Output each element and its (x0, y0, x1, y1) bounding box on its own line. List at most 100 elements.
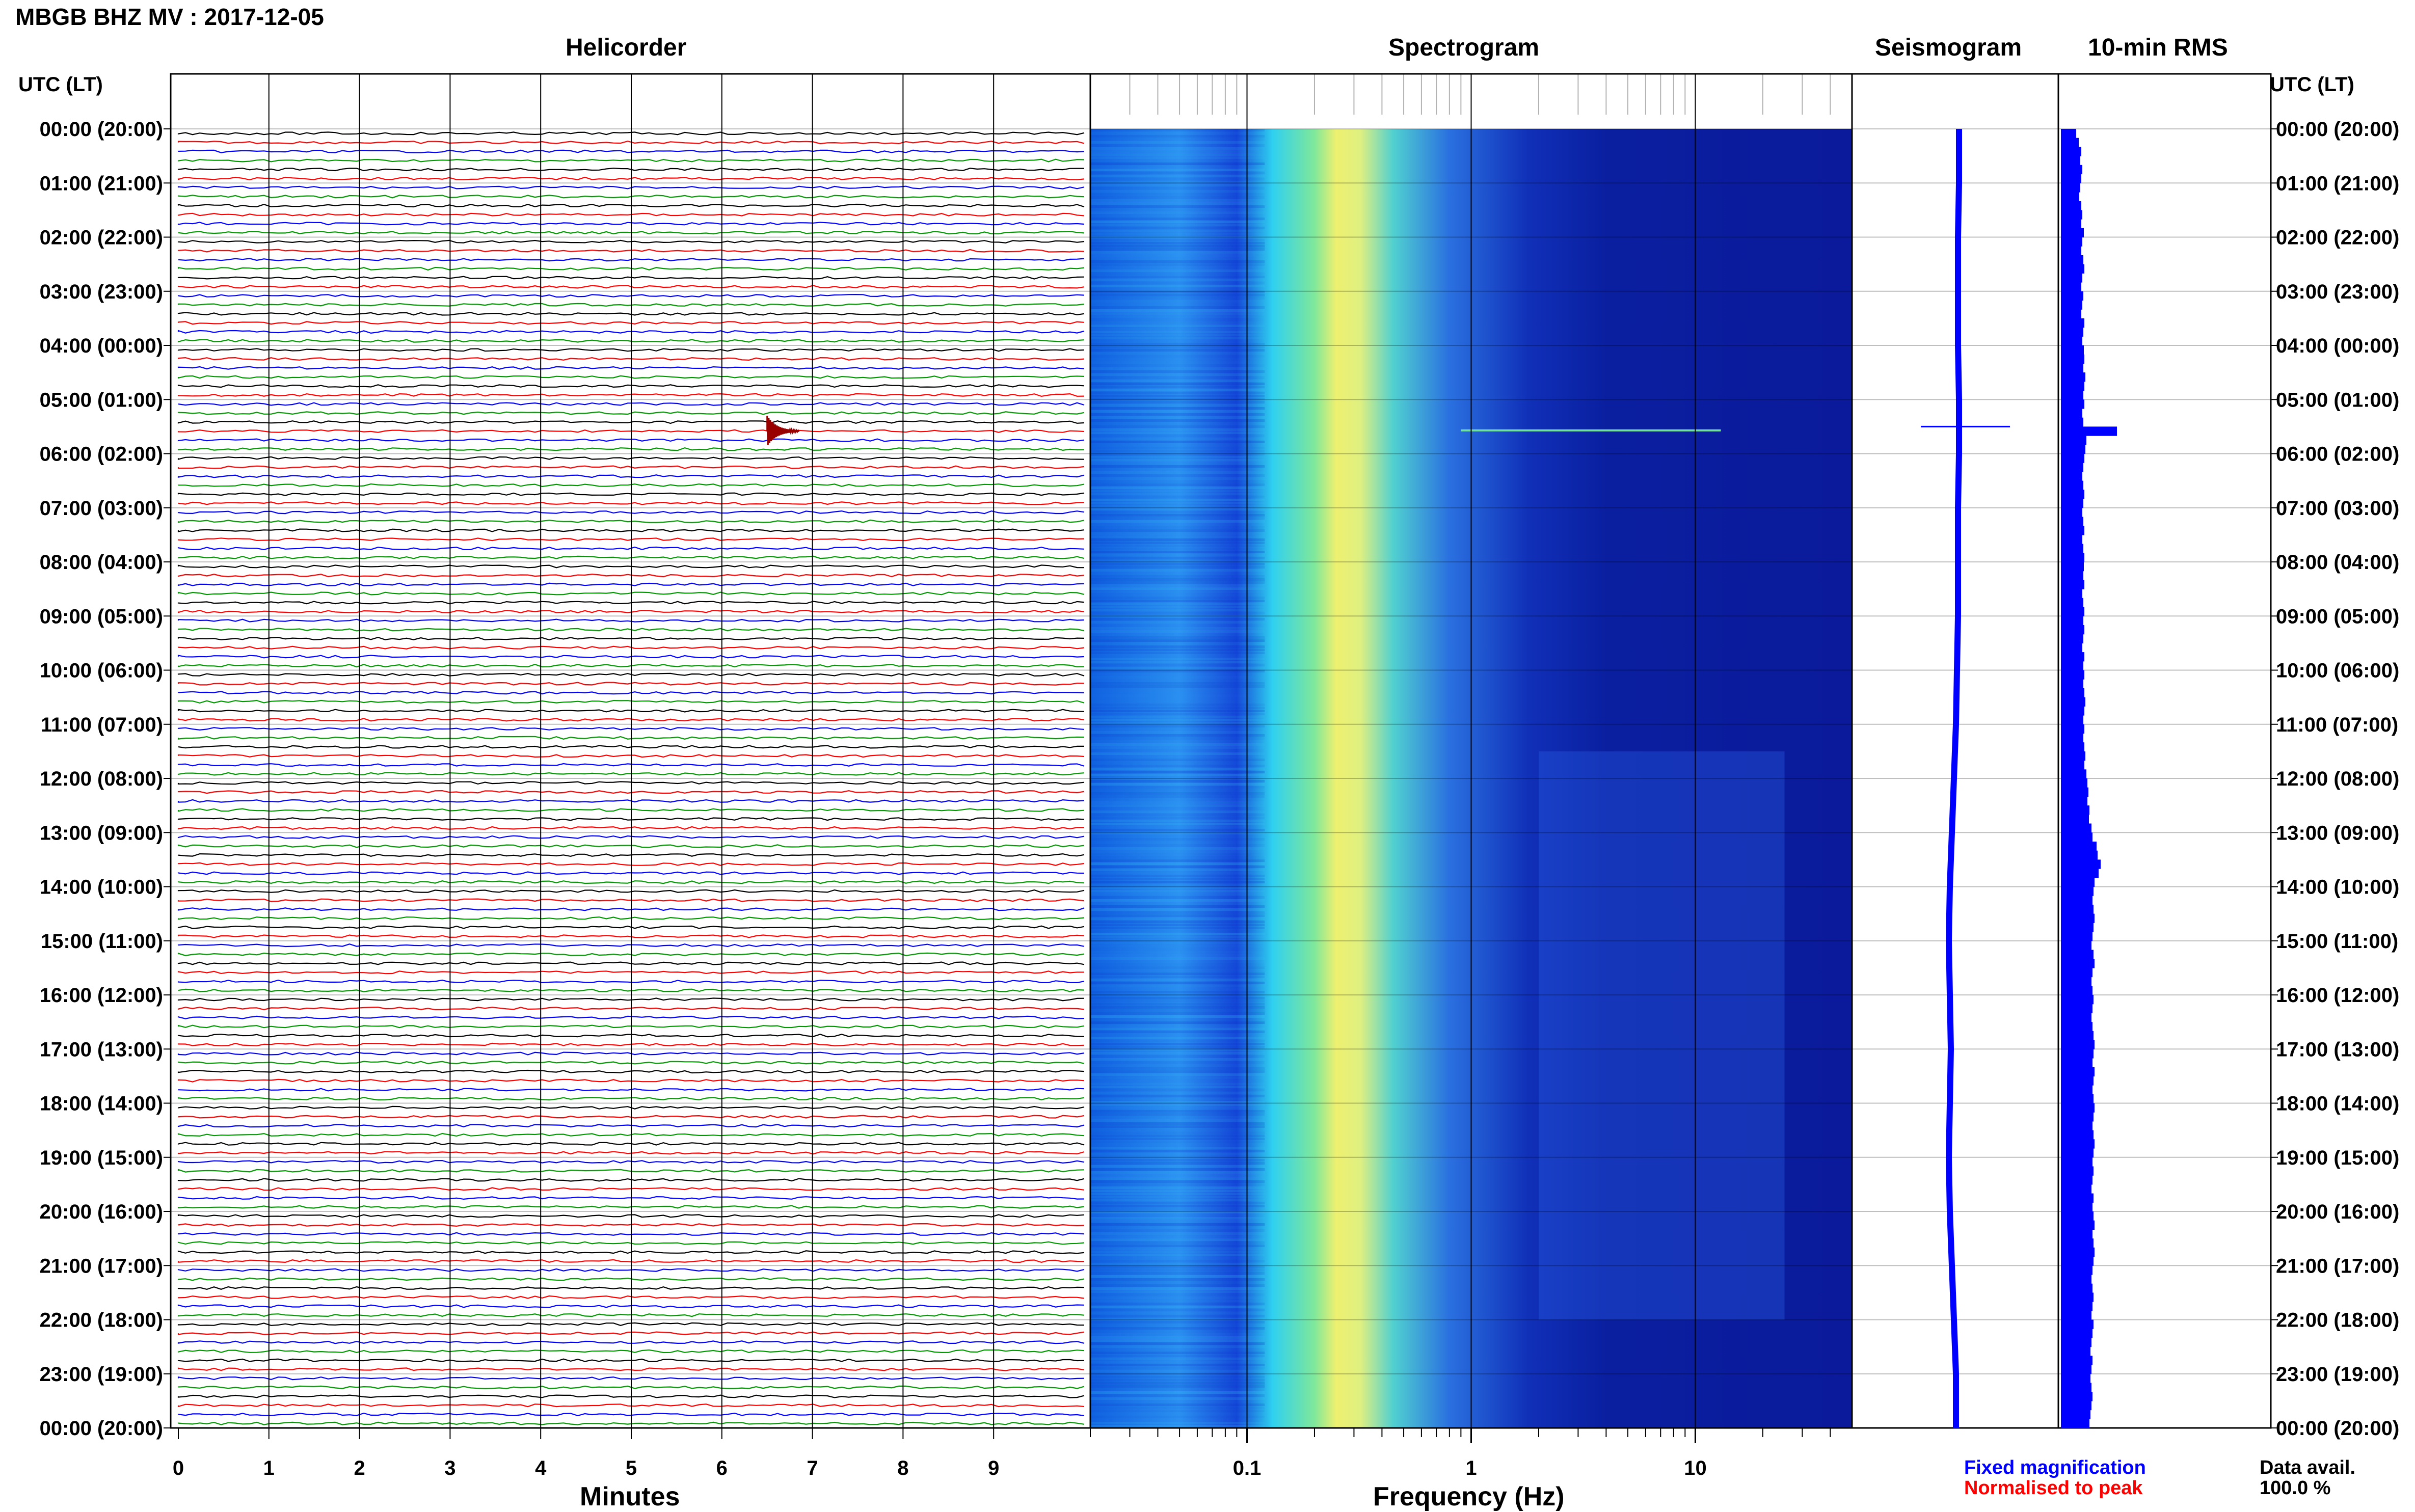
rms-bar (2061, 1329, 2092, 1338)
time-tick-right: 19:00 (15:00) (2276, 1147, 2399, 1169)
rms-bar (2061, 183, 2080, 193)
data-availability-value: 100.0 % (2260, 1477, 2331, 1499)
helicorder-trace (177, 709, 1085, 713)
rms-bar (2061, 129, 2076, 139)
page-title: MBGB BHZ MV : 2017-12-05 (15, 4, 324, 30)
rms-bar (2061, 426, 2117, 436)
rms-bar (2061, 273, 2082, 283)
helicorder-trace (177, 1412, 1085, 1417)
helicorder-trace (177, 222, 1085, 226)
helicorder-trace (177, 1250, 1085, 1254)
time-tick-left: 00:00 (20:00) (40, 118, 163, 141)
rms-bar (2061, 571, 2083, 580)
rms-bar (2061, 363, 2083, 373)
rms-bar (2061, 282, 2081, 292)
helicorder-trace (177, 1142, 1085, 1146)
spectrogram-title: Spectrogram (1388, 34, 1540, 61)
rms-bar (2061, 1265, 2092, 1275)
helicorder-trace (177, 853, 1085, 857)
helicorder-trace (177, 1241, 1085, 1245)
helicorder-trace (177, 1295, 1085, 1299)
rms-bar (2061, 1040, 2095, 1049)
helicorder-trace (177, 393, 1085, 397)
time-tick-right: 22:00 (18:00) (2276, 1309, 2399, 1332)
time-tick-right: 03:00 (23:00) (2276, 281, 2399, 303)
rms-bar (2061, 913, 2095, 923)
helicorder-x-ticks: 0 1 2 3 4 5 6 7 8 9 (173, 1428, 999, 1479)
helicorder-trace (177, 618, 1085, 623)
rms-bar (2061, 580, 2084, 589)
time-tick-left: 17:00 (13:00) (40, 1038, 163, 1061)
rms-bar (2061, 372, 2085, 382)
helicorder-trace (177, 907, 1085, 911)
helicorder-trace (177, 826, 1085, 830)
rms-bar (2061, 471, 2082, 481)
helicorder-trace (177, 185, 1085, 190)
helicorder-trace (177, 699, 1085, 704)
helicorder-trace (177, 1394, 1085, 1398)
helicorder-trace (177, 555, 1085, 559)
rms-bar (2061, 1130, 2094, 1140)
helicorder-trace (177, 447, 1085, 451)
helicorder-trace (177, 1069, 1085, 1074)
rms-bar (2061, 1085, 2092, 1095)
x-tick-label: 8 (897, 1457, 908, 1479)
helicorder-trace (177, 510, 1085, 515)
rms-bar (2061, 796, 2087, 806)
helicorder-trace (177, 772, 1085, 776)
helicorder-trace (177, 1259, 1085, 1263)
rms-bar (2061, 859, 2101, 869)
helicorder-trace (177, 212, 1085, 217)
helicorder-trace (177, 781, 1085, 785)
rms-bar (2061, 607, 2084, 616)
rms-bar (2061, 850, 2098, 860)
rms-bar (2061, 950, 2094, 959)
helicorder-trace (177, 736, 1085, 740)
data-availability-label: Data avail. (2260, 1457, 2355, 1478)
helicorder-trace (177, 158, 1085, 163)
rms-bar (2061, 706, 2084, 716)
helicorder-trace (177, 140, 1085, 145)
time-tick-left: 01:00 (21:00) (40, 172, 163, 195)
time-tick-left: 23:00 (19:00) (40, 1363, 163, 1386)
helicorder-trace (177, 456, 1085, 461)
x-tick-label: 0.1 (1233, 1457, 1262, 1479)
helicorder-trace (177, 293, 1085, 298)
time-tick-right: 04:00 (00:00) (2276, 335, 2399, 357)
rms-bar (2061, 201, 2081, 210)
rms-bar (2061, 1148, 2094, 1158)
spectrogram-noise-band (1538, 751, 1785, 1320)
helicorder-trace (177, 844, 1085, 848)
helicorder-trace (177, 1223, 1085, 1227)
helicorder-trace (177, 249, 1085, 253)
helicorder-trace (177, 1097, 1085, 1101)
helicorder-trace (177, 492, 1085, 496)
helicorder-trace (177, 754, 1085, 758)
rms-bar (2061, 1410, 2090, 1419)
time-tick-left: 09:00 (05:00) (40, 605, 163, 628)
rms-bar (2061, 417, 2083, 427)
helicorder-trace (177, 1232, 1085, 1236)
time-tick-right: 02:00 (22:00) (2276, 227, 2399, 249)
helicorder-trace (177, 131, 1085, 136)
rms-bar (2061, 147, 2081, 156)
helicorder-trace (177, 979, 1085, 984)
helicorder-trace (177, 1034, 1085, 1038)
rms-bar (2061, 724, 2084, 734)
rms-bar (2061, 1139, 2095, 1149)
time-tick-right: 08:00 (04:00) (2276, 551, 2399, 574)
rms-bar (2061, 409, 2082, 418)
helicorder-trace (177, 1187, 1085, 1191)
time-tick-right: 00:00 (20:00) (2276, 118, 2399, 141)
time-tick-left: 18:00 (14:00) (40, 1093, 163, 1115)
helicorder-trace (177, 1151, 1085, 1155)
rms-bar (2061, 787, 2088, 797)
time-tick-right: 10:00 (06:00) (2276, 660, 2399, 682)
helicorder-trace (177, 1061, 1085, 1065)
rms-bar (2061, 1256, 2094, 1266)
helicorder-trace (177, 691, 1085, 695)
rms-bar (2061, 336, 2082, 346)
helicorder-trace (177, 645, 1085, 650)
rms-title: 10-min RMS (2088, 34, 2228, 61)
